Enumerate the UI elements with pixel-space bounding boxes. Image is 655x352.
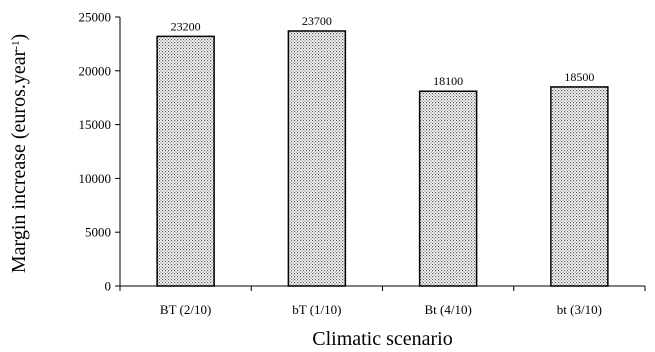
y-tick-label: 0	[105, 279, 112, 294]
data-labels-group: 23200 23700 18100 18500	[171, 14, 595, 88]
y-axis-title-close: )	[8, 34, 30, 41]
bars-group	[156, 30, 609, 287]
y-tick-label: 15000	[79, 117, 112, 132]
y-tick-label: 10000	[79, 171, 112, 186]
bar-value-label: 23700	[302, 14, 332, 28]
y-axis-title-superscript: -1	[10, 41, 22, 50]
x-axis-title: Climatic scenario	[312, 328, 453, 350]
y-axis-ticks: 0 5000 10000 15000 20000 25000	[79, 10, 120, 294]
y-axis-title-main: Margin increase (euros.year	[8, 49, 30, 273]
x-tick-label: Bt (4/10)	[424, 302, 471, 317]
y-tick-label: 25000	[79, 10, 112, 25]
x-axis-ticks: BT (2/10) bT (1/10) Bt (4/10) bt (3/10)	[119, 286, 646, 317]
bar	[156, 35, 215, 287]
x-tick-label: bt (3/10)	[557, 302, 602, 317]
y-tick-label: 20000	[79, 63, 112, 78]
bar	[287, 30, 347, 287]
y-tick-label: 5000	[85, 225, 111, 240]
bar-value-label: 23200	[171, 19, 201, 33]
bar-value-label: 18100	[433, 74, 463, 88]
bar	[418, 90, 478, 287]
x-tick-label: BT (2/10)	[160, 302, 211, 317]
bar	[550, 86, 609, 287]
x-tick-label: bT (1/10)	[292, 302, 341, 317]
bar-value-label: 18500	[564, 70, 594, 84]
y-axis-title: Margin increase (euros.year-1)	[8, 34, 30, 273]
